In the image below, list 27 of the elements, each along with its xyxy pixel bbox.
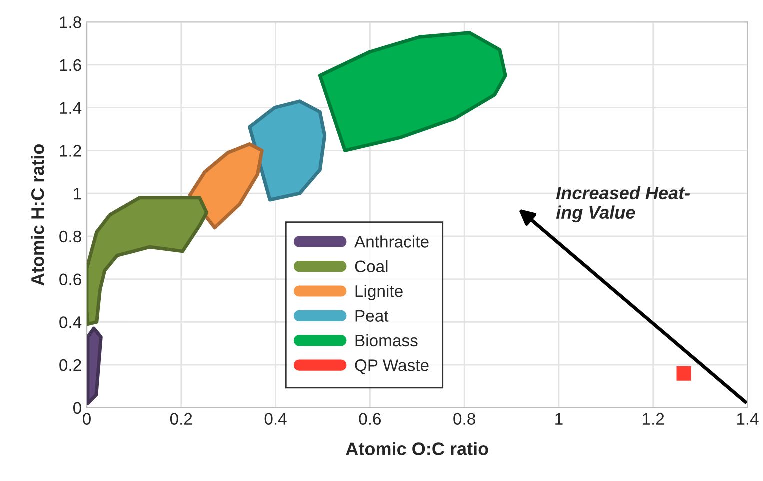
x-tick-label: 1 <box>556 413 563 425</box>
legend-label: Coal <box>355 260 388 273</box>
x-tick-label: 1.2 <box>643 413 664 425</box>
x-tick-label: 0.2 <box>170 413 192 425</box>
x-tick-label: 0.8 <box>454 413 476 425</box>
legend-label: Peat <box>356 310 389 322</box>
x-axis-title: Atomic O:C ratio <box>346 442 488 456</box>
y-tick-label: 1.6 <box>60 59 82 72</box>
legend-label: Lignite <box>356 285 403 301</box>
legend-label: Anthracite <box>354 236 429 248</box>
y-tick-label: 0 <box>74 402 82 414</box>
y-tick-label: 1.2 <box>60 145 82 157</box>
y-tick-label: 1.4 <box>60 102 82 114</box>
annotation: Increased Heat- ing Value <box>556 186 690 223</box>
y-tick-label: 1 <box>74 188 82 200</box>
y-axis-title: Atomic H:C ratio <box>31 144 44 286</box>
y-tick-label: 0.4 <box>60 316 82 328</box>
legend-label: Biomass <box>356 334 418 347</box>
x-tick-label: 1.4 <box>737 413 759 425</box>
y-tick-label: 0.2 <box>60 359 82 372</box>
legend-label: QP Waste <box>355 360 429 374</box>
x-tick-label: 0.6 <box>359 413 382 425</box>
y-tick-label: 0.6 <box>60 274 82 286</box>
x-tick-label: 0.4 <box>264 413 287 425</box>
y-tick-label: 0.8 <box>60 230 82 243</box>
y-tick-label: 1.8 <box>60 16 82 28</box>
x-tick-label: 0 <box>83 413 91 425</box>
